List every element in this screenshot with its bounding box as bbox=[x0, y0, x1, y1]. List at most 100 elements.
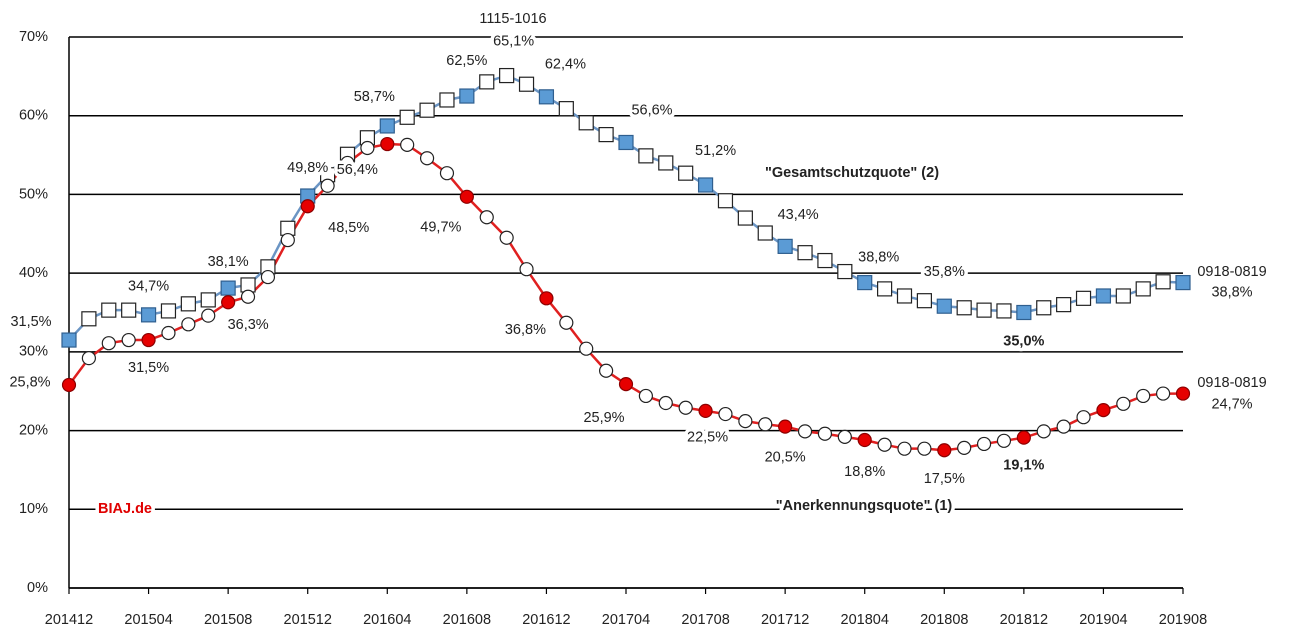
marker bbox=[717, 193, 734, 209]
marker bbox=[1056, 419, 1071, 434]
data-label: 38,1% bbox=[208, 254, 249, 270]
marker bbox=[340, 155, 355, 171]
data-label: 43,4% bbox=[778, 207, 819, 223]
x-tick-label: 201508 bbox=[204, 612, 252, 628]
marker bbox=[479, 210, 494, 225]
marker bbox=[1016, 304, 1032, 321]
marker bbox=[400, 137, 415, 152]
marker bbox=[201, 308, 216, 323]
marker bbox=[161, 325, 176, 341]
data-label: 51,2% bbox=[695, 143, 736, 159]
x-tick-label: 201504 bbox=[124, 612, 172, 628]
annotation: BIAJ.de bbox=[98, 501, 152, 517]
marker bbox=[61, 377, 77, 393]
marker bbox=[61, 332, 77, 348]
marker bbox=[1115, 288, 1131, 304]
marker bbox=[459, 189, 474, 204]
marker bbox=[956, 300, 972, 316]
marker bbox=[539, 291, 554, 306]
marker bbox=[937, 443, 952, 458]
marker bbox=[180, 296, 196, 312]
data-label: 36,3% bbox=[228, 317, 269, 333]
x-tick-label: 201808 bbox=[920, 612, 968, 628]
marker bbox=[976, 302, 992, 318]
marker bbox=[757, 225, 773, 241]
data-label: 49,7% bbox=[420, 220, 461, 236]
marker bbox=[399, 109, 415, 125]
marker bbox=[320, 178, 335, 193]
marker bbox=[1175, 274, 1191, 291]
marker bbox=[140, 307, 157, 323]
x-tick-label: 201908 bbox=[1159, 612, 1207, 628]
marker bbox=[1155, 274, 1171, 290]
data-label: 38,8% bbox=[1211, 284, 1252, 300]
marker bbox=[479, 74, 495, 90]
marker bbox=[936, 298, 952, 314]
data-label: 31,5% bbox=[128, 360, 169, 376]
marker bbox=[837, 263, 853, 280]
marker bbox=[360, 140, 375, 156]
x-tick-label: 201904 bbox=[1079, 612, 1127, 628]
marker bbox=[1075, 290, 1092, 306]
data-label: 20,5% bbox=[765, 449, 806, 465]
marker bbox=[419, 151, 435, 166]
marker bbox=[260, 269, 276, 285]
data-label: 36,8% bbox=[505, 322, 546, 338]
marker bbox=[1156, 386, 1171, 401]
marker bbox=[200, 292, 216, 308]
marker bbox=[1175, 386, 1191, 401]
marker bbox=[1076, 410, 1091, 425]
marker bbox=[957, 440, 972, 455]
marker bbox=[300, 199, 315, 214]
marker bbox=[559, 315, 574, 330]
marker bbox=[1016, 430, 1031, 445]
y-tick-label: 20% bbox=[19, 422, 48, 438]
marker bbox=[618, 377, 634, 392]
x-tick-label: 201512 bbox=[284, 612, 332, 628]
x-tick-label: 201804 bbox=[841, 612, 889, 628]
marker bbox=[658, 155, 674, 171]
data-label: 19,1% bbox=[1003, 457, 1044, 473]
y-tick-label: 10% bbox=[19, 501, 48, 517]
marker bbox=[599, 363, 614, 378]
marker bbox=[578, 115, 594, 131]
data-label: 48,5% bbox=[328, 220, 369, 236]
marker bbox=[220, 280, 236, 296]
annotation: 0918-0819 bbox=[1197, 375, 1266, 391]
marker bbox=[996, 303, 1012, 319]
data-label: 49,8% bbox=[287, 160, 328, 176]
data-label: 35,8% bbox=[924, 264, 965, 280]
marker bbox=[897, 441, 912, 456]
data-label: 25,8% bbox=[9, 375, 50, 391]
marker bbox=[817, 252, 833, 269]
data-label: 62,4% bbox=[545, 57, 586, 73]
marker bbox=[1096, 403, 1111, 418]
x-tick-label: 201412 bbox=[45, 612, 93, 628]
marker bbox=[1056, 297, 1072, 313]
marker bbox=[121, 302, 137, 318]
y-tick-label: 60% bbox=[19, 108, 48, 124]
marker bbox=[817, 426, 833, 441]
marker bbox=[1036, 300, 1052, 316]
data-label: 24,7% bbox=[1211, 396, 1252, 412]
marker bbox=[797, 424, 813, 439]
marker bbox=[658, 395, 673, 411]
series-name: "Anerkennungsquote" (1) bbox=[776, 498, 953, 514]
marker bbox=[101, 336, 116, 351]
marker bbox=[1095, 288, 1112, 304]
marker bbox=[917, 441, 932, 456]
x-tick-label: 201704 bbox=[602, 612, 650, 628]
marker bbox=[280, 232, 295, 248]
marker bbox=[896, 288, 913, 304]
data-label: 17,5% bbox=[924, 471, 965, 487]
series-name: "Gesamtschutzquote" (2) bbox=[765, 165, 939, 181]
marker bbox=[737, 210, 753, 226]
y-tick-label: 40% bbox=[19, 265, 48, 281]
data-label: 34,7% bbox=[128, 279, 169, 295]
marker bbox=[160, 303, 177, 319]
x-tick-label: 201612 bbox=[522, 612, 570, 628]
marker bbox=[738, 414, 753, 429]
marker bbox=[837, 429, 852, 444]
data-label: 56,6% bbox=[631, 102, 672, 118]
marker bbox=[1116, 396, 1131, 411]
